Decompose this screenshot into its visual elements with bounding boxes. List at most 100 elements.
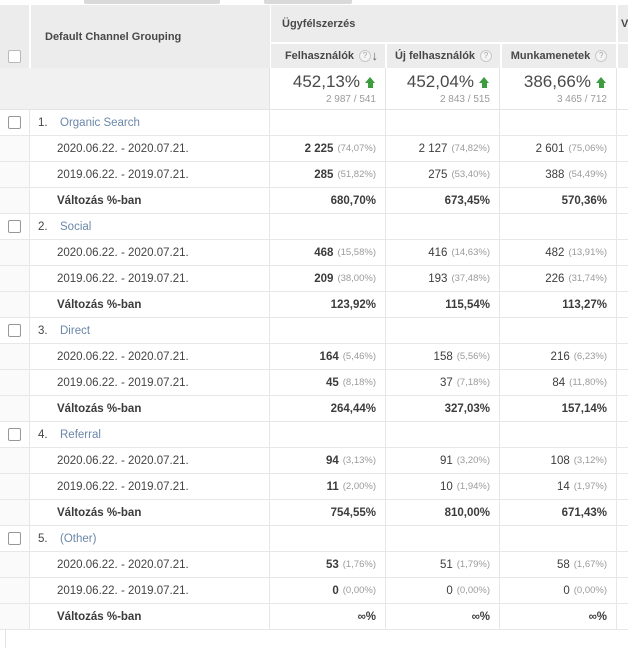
metric-value: 0 [332, 584, 339, 597]
channel-block: 5. (Other) 2020.06.22. - 2020.07.21. 53 … [0, 526, 628, 630]
sessions-change-cell: 157,14% [500, 396, 617, 421]
metric-share: (7,18%) [456, 377, 490, 388]
metric-value: 94 [325, 454, 339, 467]
row-checkbox[interactable] [8, 324, 21, 337]
help-icon[interactable]: ? [359, 50, 372, 62]
row-gutter-cell [0, 448, 30, 473]
metric-share: (51,82%) [337, 169, 376, 180]
metric-share: (11,80%) [569, 377, 607, 388]
new-users-value-cell: 416 (14,63%) [386, 240, 500, 265]
filler-cell [617, 318, 628, 343]
metric-value: 11 [326, 480, 339, 493]
filler-cell [617, 292, 628, 317]
channel-link[interactable]: (Other) [60, 532, 97, 545]
row-checkbox-cell [0, 110, 30, 135]
metric-share: (31,74%) [568, 273, 607, 284]
row-checkbox[interactable] [8, 532, 21, 545]
metric-value: 108 [550, 454, 570, 467]
channel-link[interactable]: Organic Search [60, 116, 140, 129]
empty-metric-cell [500, 526, 617, 551]
new-users-change-cell: 810,00% [386, 500, 500, 525]
column-header-users[interactable]: Felhasználók ? ↓ [271, 44, 385, 68]
row-checkbox[interactable] [8, 428, 21, 441]
change-value: ∞% [357, 610, 376, 623]
channel-link[interactable]: Direct [60, 324, 91, 337]
percent-change-row: Változás %-ban 123,92% 115,54% 113,27% [0, 292, 628, 318]
current-period-row: 2020.06.22. - 2020.07.21. 2 225 (74,07%)… [0, 136, 628, 162]
table-body: 1. Organic Search 2020.06.22. - 2020.07.… [0, 110, 628, 630]
users-value-cell: 285 (51,82%) [270, 162, 386, 187]
sessions-value-cell: 84 (11,80%) [500, 370, 617, 395]
current-period-row: 2020.06.22. - 2020.07.21. 164 (5,46%) 15… [0, 344, 628, 370]
metric-share: (5,56%) [456, 351, 490, 362]
channel-link[interactable]: Referral [60, 428, 101, 441]
metric-share: (54,49%) [568, 169, 607, 180]
previous-period-row: 2019.06.22. - 2019.07.21. 45 (8,18%) 37 … [0, 370, 628, 396]
metric-value: 285 [314, 168, 334, 181]
metric-share: (0,00%) [342, 585, 376, 596]
users-value-cell: 94 (3,13%) [270, 448, 386, 473]
metric-share: (74,82%) [451, 143, 490, 154]
change-label-cell: Változás %-ban [30, 188, 270, 213]
row-checkbox[interactable] [8, 220, 21, 233]
previous-period-label: 2019.06.22. - 2019.07.21. [57, 168, 189, 181]
filler-cell [617, 370, 628, 395]
metric-share: (1,97%) [573, 481, 607, 492]
column-header-new-users[interactable]: Új felhasználók ? [387, 44, 500, 68]
sessions-value-cell: 14 (1,97%) [500, 474, 617, 499]
filler-cell [617, 188, 628, 213]
summary-sessions-percent: 386,66% [523, 72, 591, 91]
new-users-value-cell: 158 (5,56%) [386, 344, 500, 369]
row-gutter-cell [0, 474, 30, 499]
period-label-cell: 2019.06.22. - 2019.07.21. [30, 162, 270, 187]
current-period-row: 2020.06.22. - 2020.07.21. 53 (1,76%) 51 … [0, 552, 628, 578]
previous-period-label: 2019.06.22. - 2019.07.21. [57, 584, 189, 597]
empty-metric-cell [270, 318, 386, 343]
sessions-change-cell: 570,36% [500, 188, 617, 213]
users-value-cell: 2 225 (74,07%) [270, 136, 386, 161]
period-label-cell: 2019.06.22. - 2019.07.21. [30, 474, 270, 499]
empty-metric-cell [270, 214, 386, 239]
row-number: 5. [38, 532, 48, 545]
sessions-value-cell: 58 (1,67%) [500, 552, 617, 577]
new-users-change-cell: ∞% [386, 604, 500, 629]
empty-metric-cell [386, 110, 500, 135]
help-icon[interactable]: ? [595, 50, 608, 62]
channel-link[interactable]: Social [60, 220, 92, 233]
period-label-cell: 2019.06.22. - 2019.07.21. [30, 266, 270, 291]
metric-share: (3,20%) [456, 455, 490, 466]
metric-value: 10 [439, 480, 453, 493]
filler-cell [617, 552, 628, 577]
row-checkbox[interactable] [8, 116, 21, 129]
summary-row: 452,13% 2 987 / 541 452,04% 2 843 / 515 … [0, 68, 628, 110]
empty-metric-cell [386, 526, 500, 551]
change-label-cell: Változás %-ban [30, 396, 270, 421]
channel-row: 3. Direct [0, 318, 628, 344]
select-all-checkbox[interactable] [8, 50, 21, 63]
filler-cell [617, 214, 628, 239]
new-users-change-cell: 327,03% [386, 396, 500, 421]
sessions-change-cell: 113,27% [500, 292, 617, 317]
new-users-value-cell: 10 (1,94%) [386, 474, 500, 499]
row-gutter-cell [0, 240, 30, 265]
help-icon[interactable]: ? [480, 50, 493, 62]
summary-new-users-cell: 452,04% 2 843 / 515 [386, 68, 500, 109]
metric-share: (0,00%) [573, 585, 607, 596]
row-number: 3. [38, 324, 48, 337]
metric-value: 45 [325, 376, 339, 389]
channel-block: 2. Social 2020.06.22. - 2020.07.21. 468 … [0, 214, 628, 318]
column-header-sessions[interactable]: Munkamenetek ? [502, 44, 616, 68]
change-label-cell: Változás %-ban [30, 500, 270, 525]
percent-change-row: Változás %-ban 680,70% 673,45% 570,36% [0, 188, 628, 214]
dimension-header-cell[interactable]: Default Channel Grouping [31, 5, 270, 68]
summary-sessions-ratio: 3 465 / 712 [556, 94, 607, 105]
metric-value: 58 [556, 558, 570, 571]
period-label-cell: 2020.06.22. - 2020.07.21. [30, 136, 270, 161]
metric-share: (1,94%) [456, 481, 490, 492]
change-value: 754,55% [330, 506, 376, 519]
channel-name-cell: 1. Organic Search [30, 110, 270, 135]
column-header-new-users-label: Új felhasználók [394, 50, 476, 62]
percent-change-row: Változás %-ban ∞% ∞% ∞% [0, 604, 628, 630]
channel-row: 4. Referral [0, 422, 628, 448]
metric-share: (1,76%) [342, 559, 376, 570]
